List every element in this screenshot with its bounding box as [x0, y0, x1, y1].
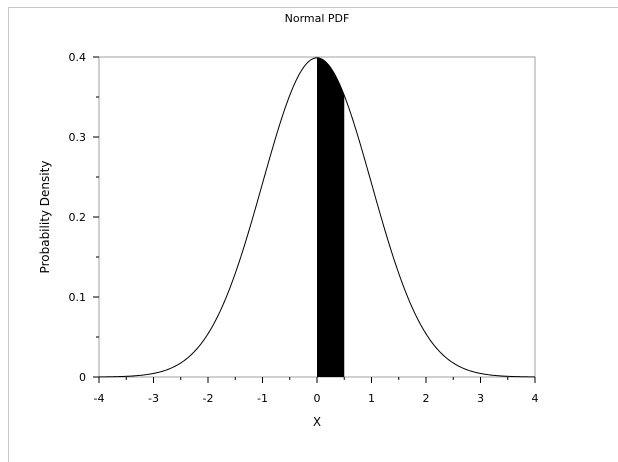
- x-tick-label: 3: [477, 392, 484, 405]
- pdf-curve: [98, 57, 536, 378]
- x-tick-label: 2: [423, 392, 430, 405]
- y-tick-label: 0.1: [69, 291, 87, 304]
- x-tick-label: -1: [257, 392, 268, 405]
- x-tick-label: 4: [532, 392, 539, 405]
- x-tick-label: -3: [148, 392, 159, 405]
- y-tick-label: 0: [79, 371, 86, 384]
- x-axis: -4 -3 -2 -1 0 1 2 3 4: [94, 377, 539, 405]
- x-axis-title: X: [313, 415, 321, 429]
- y-axis: 0 0.1 0.2 0.3 0.4: [69, 51, 99, 384]
- frame-top-border: [8, 7, 618, 8]
- y-tick-label: 0.3: [69, 131, 87, 144]
- x-tick-label: -2: [203, 392, 214, 405]
- x-tick-label: 0: [314, 392, 321, 405]
- x-tick-label: -4: [94, 392, 105, 405]
- shaded-area: [317, 57, 345, 377]
- y-axis-title: Probability Density: [38, 161, 52, 274]
- x-tick-label: 1: [368, 392, 375, 405]
- y-tick-label: 0.2: [69, 211, 87, 224]
- frame-left-border: [8, 7, 9, 462]
- chart-title: Normal PDF: [285, 12, 350, 25]
- y-tick-label: 0.4: [69, 51, 87, 64]
